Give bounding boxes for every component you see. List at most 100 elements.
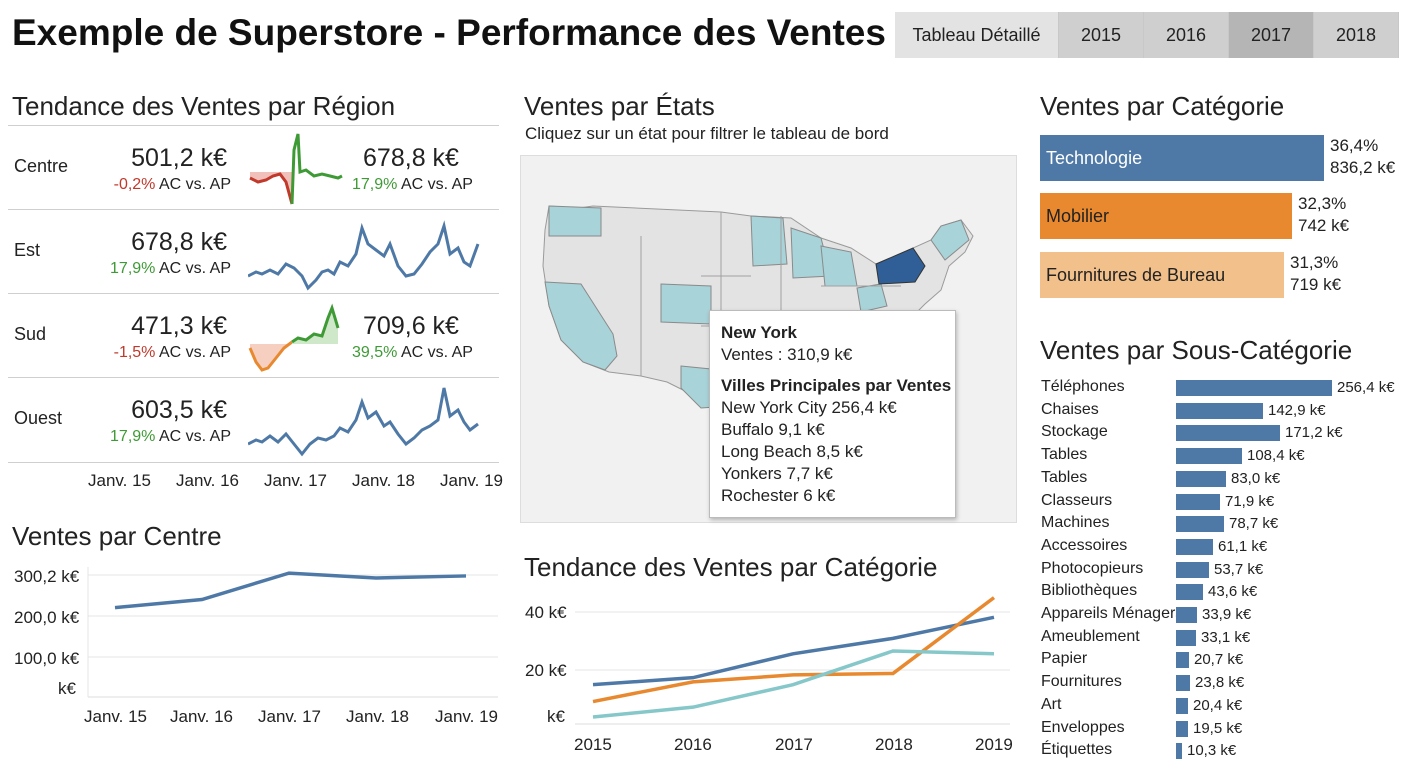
tab-2016[interactable]: 2016 — [1144, 12, 1229, 58]
state-sales-title: Ventes par États — [524, 91, 715, 121]
subcategory-value: 53,7 k€ — [1214, 560, 1264, 578]
trend-y-tick: 20 k€ — [525, 661, 567, 680]
region-change: -0,2% AC vs. AP — [114, 176, 231, 194]
spark-positive-line — [290, 133, 343, 205]
change-value: -0,2% — [113, 176, 156, 193]
region-row-est[interactable]: Est 678,8 k€ 17,9% AC vs. AP — [8, 209, 499, 294]
subcategory-value: 171,2 k€ — [1285, 424, 1343, 442]
tooltip-cities-title: Villes Principales par Ventes — [721, 376, 952, 395]
category-trend-chart — [575, 596, 1010, 725]
center-x-tick: Janv. 16 — [170, 707, 234, 726]
region-value: 501,2 k€ — [131, 144, 227, 172]
subcategory-bar[interactable] — [1176, 607, 1197, 623]
subcategory-label: Art — [1041, 695, 1062, 713]
category-bar-label: 32,3% 742 k€ — [1298, 193, 1349, 237]
spark-negative-line — [248, 340, 293, 372]
subcategory-bar[interactable] — [1176, 584, 1203, 601]
region-label: Sud — [14, 324, 47, 344]
center-y-tick: k€ — [58, 679, 76, 698]
region-change-current: 17,9% AC vs. AP — [352, 176, 473, 194]
region-row-ouest[interactable]: Ouest 603,5 k€ 17,9% AC vs. AP — [8, 377, 499, 463]
tab-2017[interactable]: 2017 — [1229, 12, 1314, 58]
subcategory-value: 256,4 k€ — [1337, 379, 1395, 396]
subcategory-bar[interactable] — [1176, 448, 1242, 465]
subcategory-label: Tables — [1041, 446, 1088, 464]
region-change: 17,9% AC vs. AP — [110, 260, 231, 278]
category-trend-line-0 — [592, 615, 995, 687]
subcategory-label: Tables — [1041, 468, 1088, 486]
change-value: 17,9% — [110, 428, 156, 445]
category-pct: 31,3% — [1290, 253, 1339, 272]
subcategory-bar[interactable] — [1176, 720, 1188, 737]
state-ohio[interactable] — [856, 283, 888, 313]
subcategory-value: 10,3 k€ — [1187, 742, 1237, 760]
subcategory-bar[interactable] — [1176, 380, 1332, 396]
subcategory-label: Papier — [1041, 650, 1088, 668]
center-sales-chart — [87, 567, 498, 698]
subcategory-bar[interactable] — [1176, 561, 1209, 578]
region-row-centre[interactable]: Centre 501,2 k€ -0,2% AC vs. AP 678,8 k€… — [8, 125, 499, 210]
state-minnesota[interactable] — [750, 215, 788, 267]
category-trend-line-2 — [592, 649, 995, 719]
subcategory-bar[interactable] — [1176, 516, 1224, 533]
tab-2015[interactable]: 2015 — [1059, 12, 1144, 58]
state-new-york[interactable] — [875, 247, 926, 285]
region-change: -1,5% AC vs. AP — [114, 344, 231, 362]
subcategory-bar[interactable] — [1176, 538, 1213, 555]
row-divider — [8, 462, 499, 463]
trend-x-tick: 2016 — [674, 735, 712, 754]
center-sales-line — [114, 571, 467, 610]
center-sales-title: Ventes par Centre — [12, 521, 222, 551]
state-tooltip: New York Ventes : 310,9 k€ Villes Princi… — [709, 310, 956, 518]
subcategory-bar[interactable] — [1176, 402, 1263, 419]
region-x-tick: Janv. 19 — [440, 471, 504, 490]
center-x-tick: Janv. 17 — [258, 707, 322, 726]
category-value: 836,2 k€ — [1330, 158, 1396, 177]
trend-x-tick: 2019 — [975, 735, 1013, 754]
year-tabs: Tableau Détaillé 2015 2016 2017 2018 — [895, 12, 1399, 58]
change-value: -1,5% — [113, 344, 156, 361]
tooltip-city: Yonkers 7,7 k€ — [721, 464, 833, 483]
center-x-tick: Janv. 19 — [435, 707, 499, 726]
subcategory-label: Machines — [1041, 514, 1110, 532]
sparkline-centre — [249, 133, 343, 205]
subcategory-bar[interactable] — [1176, 675, 1190, 692]
category-bar-0[interactable]: Technologie — [1040, 135, 1324, 181]
subcategory-bar[interactable] — [1176, 743, 1182, 760]
tooltip-city: Buffalo 9,1 k€ — [721, 420, 825, 439]
subcategory-value: 20,7 k€ — [1194, 651, 1244, 669]
subcategory-bar[interactable] — [1176, 470, 1226, 487]
subcategory-bar[interactable] — [1176, 493, 1220, 510]
region-value: 603,5 k€ — [131, 396, 227, 424]
category-bar-label: 31,3% 719 k€ — [1290, 252, 1341, 296]
subcategory-bar[interactable] — [1176, 652, 1189, 669]
state-colorado[interactable] — [660, 283, 712, 325]
state-washington[interactable] — [548, 205, 602, 237]
category-bar-1[interactable]: Mobilier — [1040, 193, 1292, 239]
center-y-tick: 200,0 k€ — [14, 608, 80, 627]
tab-detailed-table[interactable]: Tableau Détaillé — [895, 12, 1059, 58]
spark-line — [248, 387, 479, 457]
subcategory-bar[interactable] — [1176, 697, 1188, 714]
category-pct: 36,4% — [1330, 136, 1379, 155]
state-california[interactable] — [544, 281, 618, 371]
change-suffix: AC vs. AP — [400, 344, 473, 361]
region-row-sud[interactable]: Sud 471,3 k€ -1,5% AC vs. AP 709,6 k€ 39… — [8, 293, 499, 378]
region-x-tick: Janv. 17 — [264, 471, 328, 490]
subcategory-value: 33,9 k€ — [1202, 606, 1252, 623]
spark-line — [248, 220, 480, 291]
subcategory-label: Téléphones — [1041, 378, 1125, 395]
subcategory-value: 108,4 k€ — [1247, 447, 1305, 465]
state-maine[interactable] — [930, 219, 970, 261]
subcategory-bar[interactable] — [1176, 629, 1196, 646]
subcategory-bar[interactable] — [1176, 425, 1280, 442]
subcategory-value: 19,5 k€ — [1193, 719, 1243, 737]
region-label: Ouest — [14, 408, 63, 428]
change-suffix: AC vs. AP — [158, 344, 231, 361]
change-value: 17,9% — [352, 176, 398, 193]
region-change: 17,9% AC vs. AP — [110, 428, 231, 446]
sparkline-sud — [248, 303, 340, 372]
tab-2018[interactable]: 2018 — [1314, 12, 1399, 58]
category-bar-2[interactable]: Fournitures de Bureau — [1040, 252, 1284, 298]
category-trend-title: Tendance des Ventes par Catégorie — [524, 552, 938, 582]
